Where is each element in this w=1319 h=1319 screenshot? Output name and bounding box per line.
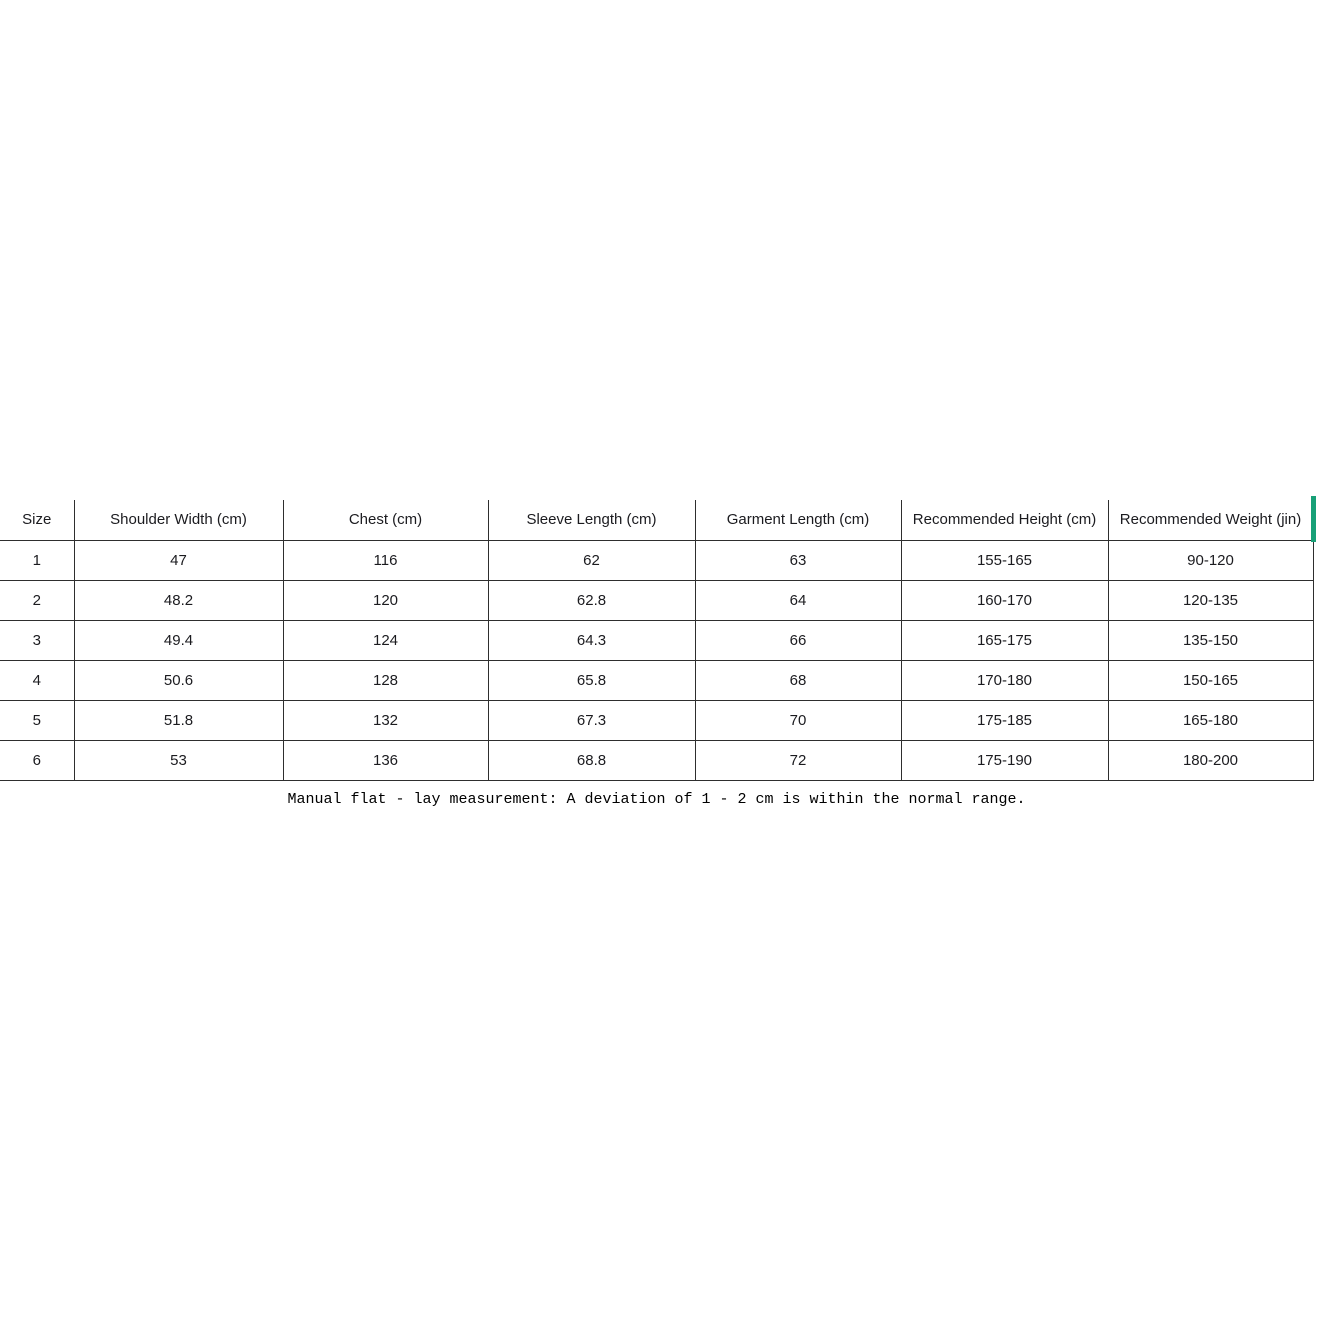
cell: 65.8 [487,660,695,701]
table-row: 4 50.6 128 65.8 68 170-180 150-165 [0,660,1314,701]
measurement-note: Manual flat - lay measurement: A deviati… [287,791,1026,808]
column-header: Sleeve Length (cm) [487,500,695,541]
cell: 64.3 [487,620,695,661]
cell: 64 [694,580,901,621]
cell: 124 [282,620,488,661]
column-header: Garment Length (cm) [694,500,901,541]
cell: 67.3 [487,700,695,741]
cell: 4 [0,660,74,701]
cell: 6 [0,740,74,781]
table-row: 6 53 136 68.8 72 175-190 180-200 [0,740,1314,781]
cell: 62.8 [487,580,695,621]
cell: 165-175 [900,620,1108,661]
cell: 175-190 [900,740,1108,781]
cell: 160-170 [900,580,1108,621]
cell: 63 [694,540,901,581]
cell: 5 [0,700,74,741]
column-header: Size [0,500,74,541]
cell: 165-180 [1107,700,1314,741]
table-row: 5 51.8 132 67.3 70 175-185 165-180 [0,700,1314,741]
size-chart-table: Size Shoulder Width (cm) Chest (cm) Sleeve … [0,500,1314,781]
cell: 72 [694,740,901,781]
size-chart: Size Shoulder Width (cm) Chest (cm) Sleeve … [0,496,1316,781]
cell: 132 [282,700,488,741]
cell: 62 [487,540,695,581]
cell: 116 [282,540,488,581]
cell: 51.8 [73,700,283,741]
cell: 47 [73,540,283,581]
cell: 135-150 [1107,620,1314,661]
cell: 128 [282,660,488,701]
cell: 68 [694,660,901,701]
cell: 68.8 [487,740,695,781]
cell: 180-200 [1107,740,1314,781]
cell: 136 [282,740,488,781]
cell: 175-185 [900,700,1108,741]
cell: 50.6 [73,660,283,701]
table-row: 3 49.4 124 64.3 66 165-175 135-150 [0,620,1314,661]
table-row: 2 48.2 120 62.8 64 160-170 120-135 [0,580,1314,621]
cell: 49.4 [73,620,283,661]
cell: 90-120 [1107,540,1314,581]
header-accent-bar [1311,496,1316,542]
column-header: Chest (cm) [282,500,488,541]
column-header: Recommended Weight (jin) [1107,500,1314,541]
cell: 120 [282,580,488,621]
cell: 150-165 [1107,660,1314,701]
cell: 48.2 [73,580,283,621]
cell: 53 [73,740,283,781]
size-chart-header-row: Size Shoulder Width (cm) Chest (cm) Sleeve … [0,500,1314,541]
cell: 2 [0,580,74,621]
cell: 1 [0,540,74,581]
column-header: Recommended Height (cm) [900,500,1108,541]
cell: 66 [694,620,901,661]
column-header: Shoulder Width (cm) [73,500,283,541]
cell: 170-180 [900,660,1108,701]
cell: 3 [0,620,74,661]
size-chart-body: 1 47 116 62 63 155-165 90-120 2 48.2 120 62.8 64 160… [0,540,1314,781]
cell: 120-135 [1107,580,1314,621]
cell: 155-165 [900,540,1108,581]
cell: 70 [694,700,901,741]
table-row: 1 47 116 62 63 155-165 90-120 [0,540,1314,581]
